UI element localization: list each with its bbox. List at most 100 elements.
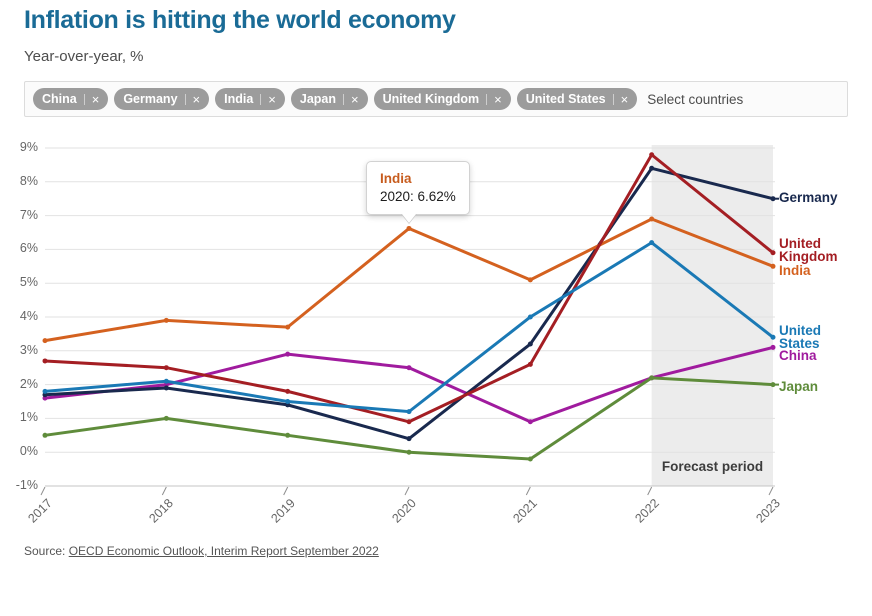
- series-label-line: States: [779, 336, 820, 351]
- point-united-kingdom-2023[interactable]: [770, 250, 776, 256]
- chart-subtitle: Year-over-year, %: [24, 48, 144, 65]
- tag-china-remove-button[interactable]: ×: [83, 93, 99, 106]
- series-label-line: China: [779, 348, 817, 363]
- x-tick-2017: [40, 486, 46, 496]
- country-filter-bar[interactable]: China × Germany × India × Japan × United Kingdom…: [24, 81, 848, 117]
- tag-label: Germany: [123, 92, 178, 106]
- tag-india-remove-button[interactable]: ×: [260, 93, 276, 106]
- point-united-kingdom-2021[interactable]: [527, 361, 533, 367]
- point-united-kingdom-2017[interactable]: [42, 358, 48, 364]
- point-japan-2019[interactable]: [285, 432, 291, 438]
- point-china-2021[interactable]: [527, 419, 533, 425]
- y-axis-label-1%: 1%: [19, 410, 38, 425]
- point-germany-2021[interactable]: [527, 341, 533, 347]
- point-india-2021[interactable]: [527, 277, 533, 283]
- forecast-period-label: Forecast period: [661, 459, 764, 474]
- tag-united-kingdom: United Kingdom ×: [373, 88, 511, 110]
- x-tick-2021: [525, 486, 531, 496]
- point-japan-2018[interactable]: [163, 415, 169, 421]
- tag-germany-remove-button[interactable]: ×: [184, 93, 200, 106]
- chart-tooltip: India 2020: 6.62%: [366, 161, 470, 224]
- series-label-line: United: [779, 236, 821, 251]
- tag-india: India ×: [215, 88, 285, 110]
- y-axis-label--1%: -1%: [15, 478, 38, 492]
- point-united-states-2017[interactable]: [42, 388, 48, 394]
- point-united-states-2018[interactable]: [163, 378, 169, 384]
- tooltip-country: India: [380, 171, 412, 186]
- point-india-2023[interactable]: [770, 263, 776, 269]
- point-china-2020[interactable]: [406, 365, 412, 371]
- series-label-china: China: [779, 348, 817, 363]
- y-axis-label-3%: 3%: [19, 342, 38, 357]
- source-link[interactable]: OECD Economic Outlook, Interim Report Se…: [68, 544, 379, 558]
- point-india-2019[interactable]: [285, 324, 291, 330]
- tag-label: United States: [525, 92, 606, 106]
- tag-germany: Germany ×: [114, 88, 210, 110]
- y-axis-label-6%: 6%: [19, 241, 38, 256]
- point-india-2017[interactable]: [42, 338, 48, 344]
- x-tick-2023: [768, 486, 774, 496]
- point-united-kingdom-2020[interactable]: [406, 419, 412, 425]
- tag-label: India: [224, 92, 254, 106]
- y-axis-label-7%: 7%: [19, 207, 38, 222]
- point-united-states-2022[interactable]: [649, 240, 655, 246]
- point-india-2020[interactable]: [406, 225, 412, 231]
- tag-label: United Kingdom: [382, 92, 480, 106]
- x-tick-2022: [647, 486, 653, 496]
- page-title: Inflation is hitting the world economy: [24, 6, 456, 34]
- series-label-line: United: [779, 323, 821, 338]
- series-label-line: Kingdom: [779, 249, 838, 264]
- point-china-2023[interactable]: [770, 344, 776, 350]
- point-india-2022[interactable]: [649, 216, 655, 222]
- tag-united-states: United States ×: [516, 88, 638, 110]
- series-label-line: Japan: [779, 379, 819, 394]
- y-axis-label-9%: 9%: [19, 140, 38, 154]
- source-line: Source: OECD Economic Outlook, Interim R…: [24, 544, 379, 558]
- point-india-2018[interactable]: [163, 317, 169, 323]
- tag-china: China ×: [33, 88, 109, 110]
- point-germany-2020[interactable]: [406, 436, 412, 442]
- point-united-states-2021[interactable]: [527, 314, 533, 320]
- tag-japan: Japan ×: [290, 88, 368, 110]
- point-germany-2022[interactable]: [649, 165, 655, 171]
- forecast-region: [651, 145, 773, 486]
- y-axis-label-0%: 0%: [19, 444, 38, 459]
- series-label-line: Germany: [779, 190, 838, 205]
- source-prefix: Source:: [24, 544, 69, 558]
- point-japan-2021[interactable]: [527, 456, 533, 462]
- y-axis-label-8%: 8%: [19, 173, 38, 188]
- x-tick-2018: [161, 486, 167, 496]
- x-tick-2019: [283, 486, 289, 496]
- y-axis-label-2%: 2%: [19, 376, 38, 391]
- point-japan-2020[interactable]: [406, 449, 412, 455]
- point-united-states-2023[interactable]: [770, 334, 776, 340]
- y-axis-label-5%: 5%: [19, 275, 38, 290]
- tag-japan-remove-button[interactable]: ×: [343, 93, 359, 106]
- tooltip-value: 2020: 6.62%: [380, 189, 456, 204]
- select-countries-placeholder[interactable]: Select countries: [647, 91, 744, 107]
- point-united-kingdom-2018[interactable]: [163, 365, 169, 371]
- point-united-states-2019[interactable]: [285, 399, 291, 404]
- point-united-kingdom-2019[interactable]: [285, 388, 291, 394]
- y-axis-label-4%: 4%: [19, 309, 38, 323]
- series-label-united-states: United States: [779, 323, 821, 351]
- country-tags: China × Germany × India × Japan × United Kingdom…: [33, 88, 638, 110]
- point-japan-2022[interactable]: [649, 375, 655, 381]
- series-label-line: India: [779, 263, 811, 278]
- point-germany-2018[interactable]: [163, 385, 169, 391]
- tag-united-states-remove-button[interactable]: ×: [612, 93, 628, 106]
- tag-label: Japan: [299, 92, 337, 106]
- x-tick-2020: [404, 486, 410, 496]
- series-label-germany: Germany: [779, 190, 838, 205]
- point-japan-2017[interactable]: [42, 432, 48, 438]
- point-united-kingdom-2022[interactable]: [649, 152, 655, 158]
- series-label-india: India: [779, 263, 811, 278]
- series-label-japan: Japan: [779, 379, 819, 394]
- point-china-2019[interactable]: [285, 351, 291, 357]
- tag-united-kingdom-remove-button[interactable]: ×: [486, 93, 502, 106]
- series-label-united-kingdom: United Kingdom: [779, 236, 838, 264]
- point-united-states-2020[interactable]: [406, 409, 412, 415]
- tag-label: China: [42, 92, 77, 106]
